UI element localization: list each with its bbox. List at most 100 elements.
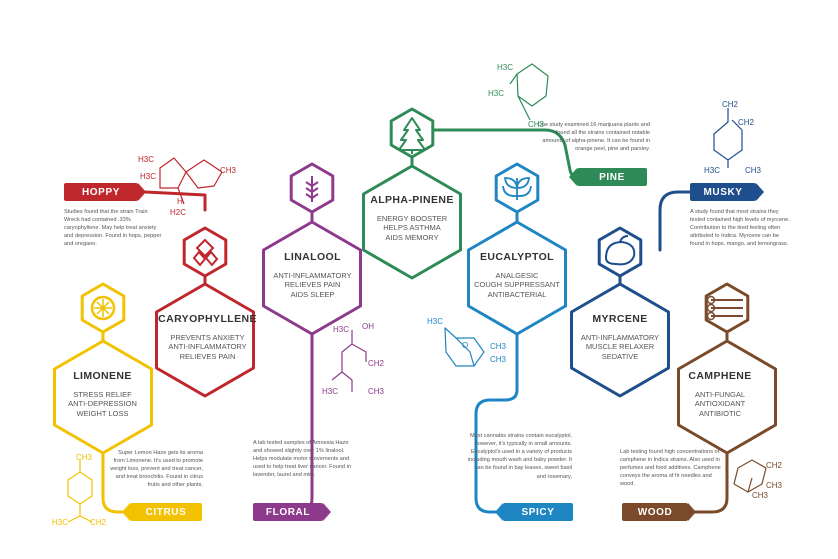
lemon-slice-icon	[90, 295, 116, 321]
chem-label: H2C	[170, 208, 187, 217]
eucalyptol-name: EUCALYPTOL	[479, 251, 554, 263]
limonene-description: Super Lemon Haze gets its aroma from Lim…	[110, 450, 203, 489]
linalool-hex	[262, 220, 362, 336]
chem-label: CH2	[90, 518, 107, 527]
camphene-effect: ANTIOXIDANT	[694, 399, 746, 409]
eucalyptol-label: EUCALYPTOL ANALGESIC COUGH SUPPRESSANT A…	[458, 251, 576, 300]
chem-label: H3C	[333, 325, 350, 334]
caryophyllene-tag-connector	[143, 190, 207, 212]
molecule-structures	[67, 63, 767, 523]
lemon-segments-icon	[94, 299, 112, 317]
chem-label: H3C	[704, 166, 721, 175]
limonene-effect: WEIGHT LOSS	[76, 409, 129, 419]
camphene-molecule	[733, 459, 767, 493]
caryophyllene-hex	[155, 282, 255, 398]
caryophyllene-effect: ANTI-INFLAMMATORY	[168, 342, 247, 352]
limonene-name: LIMONENE	[73, 370, 132, 382]
linalool-effect: RELIEVES PAIN	[284, 280, 341, 290]
pine-tree-icon	[398, 117, 426, 154]
chem-label: H3C	[497, 63, 514, 72]
limonene-hex	[53, 339, 153, 455]
caryophyllene-effects: PREVENTS ANXIETY ANTI-INFLAMMATORY RELIE…	[150, 333, 265, 362]
terpene-icons	[90, 117, 743, 321]
limonene-tag-connector	[101, 428, 132, 514]
eucalyptol-effect: ANTIBACTERIAL	[487, 290, 547, 300]
aroma-tag-floral: FLORAL	[253, 503, 331, 521]
chem-label: CH3	[490, 355, 507, 364]
logs-icon	[711, 299, 743, 317]
alpha-pinene-label: ALPHA-PINENE ENERGY BOOSTER HELPS ASTHMA…	[352, 194, 472, 243]
chem-label: H	[177, 197, 183, 206]
limonene-effects: STRESS RELIEF ANTI-DEPRESSION WEIGHT LOS…	[45, 390, 160, 419]
aroma-tag-spicy: SPICY	[495, 503, 573, 521]
alpha-pinene-effect: HELPS ASTHMA	[383, 223, 441, 233]
aroma-tag-hoppy: HOPPY	[64, 183, 146, 201]
chem-label: CH2	[722, 100, 739, 109]
chem-label: CH3	[528, 120, 545, 129]
chem-label: O	[462, 341, 469, 350]
alpha-pinene-effect: ENERGY BOOSTER	[376, 213, 448, 223]
chem-label: H3C	[427, 317, 444, 326]
linalool-effects: ANTI-INFLAMMATORY RELIEVES PAIN AIDS SLE…	[255, 271, 370, 300]
eucalyptol-effect: COUGH SUPPRESSANT	[474, 280, 560, 290]
chem-label: OH	[362, 322, 374, 331]
myrcene-effects: ANTI-INFLAMMATORY MUSCLE RELAXER SEDATIV…	[560, 333, 680, 362]
chem-label: CH2	[738, 118, 755, 127]
linalool-effect: ANTI-INFLAMMATORY	[273, 270, 352, 280]
aroma-tag-wood: WOOD	[622, 503, 696, 521]
chem-label: H3C	[488, 89, 505, 98]
limonene-label: LIMONENE STRESS RELIEF ANTI-DEPRESSION W…	[45, 370, 160, 419]
chem-label: H3C	[322, 387, 339, 396]
limonene-molecule	[67, 460, 93, 523]
myrcene-hex	[570, 282, 670, 398]
terpene-nodes	[53, 107, 777, 455]
camphene-tag-connector	[686, 428, 729, 514]
log-end-icon	[706, 303, 716, 313]
eucalyptol-effect: ANALGESIC	[495, 270, 539, 280]
alpha-pinene-name: ALPHA-PINENE	[370, 194, 454, 206]
chem-label: CH3	[490, 342, 507, 351]
myrcene-effect: ANTI-INFLAMMATORY	[580, 332, 660, 342]
myrcene-label: MYRCENE ANTI-INFLAMMATORY MUSCLE RELAXER…	[560, 313, 680, 362]
caryophyllene-name: CARYOPHYLLENE	[158, 313, 257, 325]
caryophyllene-effect: RELIEVES PAIN	[179, 352, 236, 362]
alpha-pinene-description: One study examined 16 marijuana plants a…	[537, 122, 650, 153]
caryophyllene-effect: PREVENTS ANXIETY	[170, 332, 245, 342]
myrcene-effect: MUSCLE RELAXER	[585, 342, 655, 352]
camphene-name: CAMPHENE	[688, 370, 752, 382]
chem-label: CH3	[76, 453, 93, 462]
chem-label: CH3	[220, 166, 237, 175]
caryophyllene-icon-hex	[182, 226, 228, 278]
caryophyllene-label: CARYOPHYLLENE PREVENTS ANXIETY ANTI-INFL…	[150, 313, 265, 362]
linalool-description: A lab tested samples of Amnesia Haze and…	[253, 440, 351, 479]
log-end-icon	[706, 295, 716, 305]
alpha-pinene-effect: AIDS MEMORY	[385, 233, 439, 243]
camphene-effect: ANTI-FUNGAL	[694, 389, 745, 399]
eucalyptus-leaves-icon	[502, 177, 532, 200]
lavender-icon	[305, 176, 319, 202]
chem-label: H3C	[52, 518, 69, 527]
alpha-pinene-hex	[362, 164, 462, 280]
linalool-label: LINALOOL ANTI-INFLAMMATORY RELIEVES PAIN…	[255, 251, 370, 300]
chem-label: CH3	[752, 491, 769, 500]
camphene-label: CAMPHENE ANTI-FUNGAL ANTIOXIDANT ANTIBIO…	[665, 370, 775, 419]
eucalyptol-tag-connector	[474, 298, 519, 514]
eucalyptol-effects: ANALGESIC COUGH SUPPRESSANT ANTIBACTERIA…	[458, 271, 576, 300]
myrcene-name: MYRCENE	[592, 313, 648, 325]
hops-icon	[192, 238, 219, 267]
mango-icon	[604, 235, 636, 266]
chem-label: CH3	[766, 481, 783, 490]
camphene-effects: ANTI-FUNGAL ANTIOXIDANT ANTIBIOTIC	[665, 390, 775, 419]
chem-label: H3C	[138, 155, 155, 164]
limonene-effect: STRESS RELIEF	[73, 389, 132, 399]
limonene-effect: ANTI-DEPRESSION	[68, 399, 137, 409]
aroma-tag-musky: MUSKY	[690, 183, 764, 201]
alpha-pinene-molecule	[509, 63, 549, 121]
eucalyptol-description: Most cannabis strains contain eucalyptol…	[467, 433, 572, 480]
chem-label: CH2	[368, 359, 385, 368]
chem-label: CH2	[766, 461, 783, 470]
camphene-description: Lab testing found high concentrations of…	[620, 449, 721, 488]
linalool-effect: AIDS SLEEP	[290, 290, 335, 300]
eucalyptol-hex	[467, 220, 567, 336]
alpha-pinene-effects: ENERGY BOOSTER HELPS ASTHMA AIDS MEMORY	[352, 214, 472, 243]
